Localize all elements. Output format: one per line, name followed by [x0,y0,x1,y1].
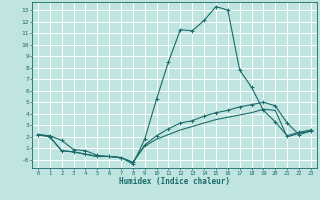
X-axis label: Humidex (Indice chaleur): Humidex (Indice chaleur) [119,177,230,186]
